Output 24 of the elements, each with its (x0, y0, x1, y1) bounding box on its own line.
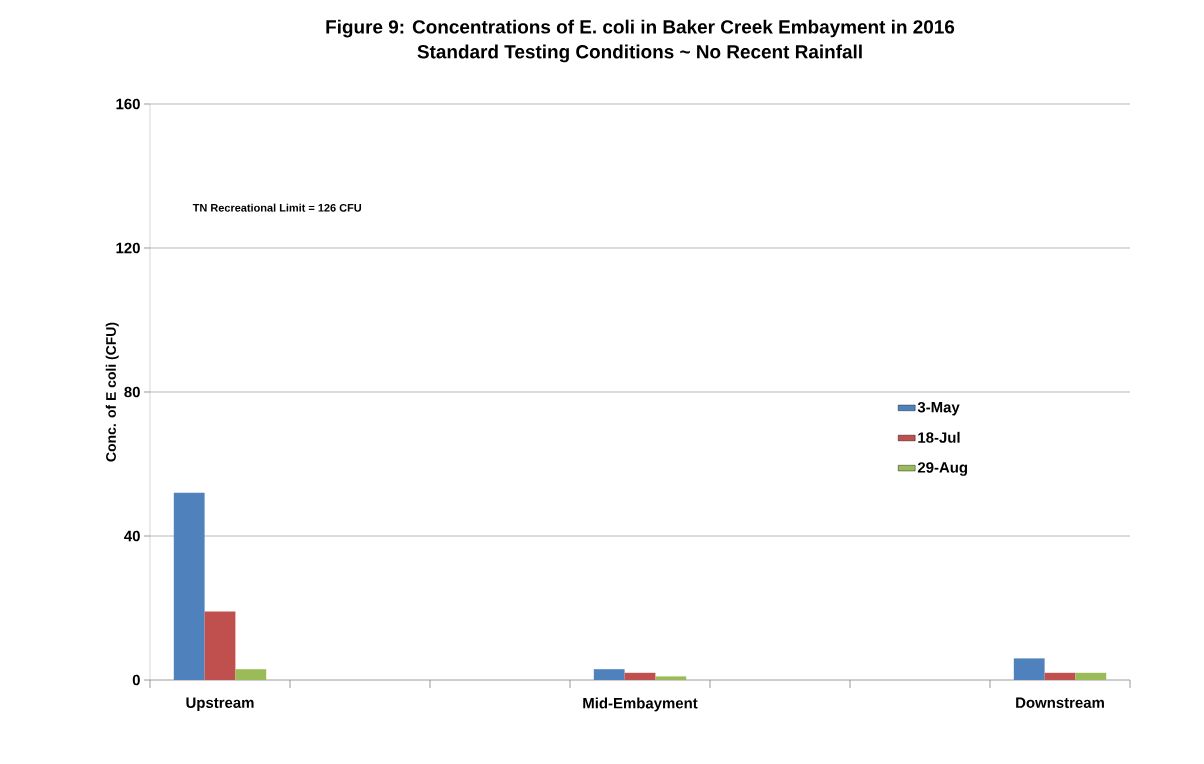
y-axis-title: Conc. of E coli (CFU) (105, 322, 119, 462)
chart-title: Figure 9: Concentrations of E. coli in Baker Creek Embayment in 2016 (326, 19, 955, 38)
bar (1044, 672, 1076, 680)
legend-label: 18-Jul (918, 431, 960, 443)
y-tick-label: 120 (116, 242, 140, 254)
bar (655, 676, 687, 680)
x-tick-label: Downstream (1016, 697, 1104, 708)
bar (1075, 672, 1107, 680)
bar (173, 492, 205, 680)
bar (593, 669, 625, 680)
bar (235, 669, 267, 680)
y-tick-label: 80 (124, 386, 140, 398)
bar (204, 611, 236, 680)
y-tick-label: 0 (132, 674, 140, 686)
y-tick-label: 160 (116, 98, 140, 110)
y-tick-label: 40 (124, 530, 140, 542)
bar (1013, 658, 1045, 680)
annotation: TN Recreational Limit = 126 CFU (192, 203, 362, 212)
chart-subtitle: Standard Testing Conditions ~ No Recent Rainfall (417, 44, 862, 63)
legend-label: 3-May (917, 401, 960, 416)
x-tick-label: Upstream (186, 697, 254, 711)
legend-label: 29-Aug (917, 462, 968, 476)
bar (624, 672, 656, 680)
x-tick-label: Mid-Embayment (583, 697, 698, 712)
